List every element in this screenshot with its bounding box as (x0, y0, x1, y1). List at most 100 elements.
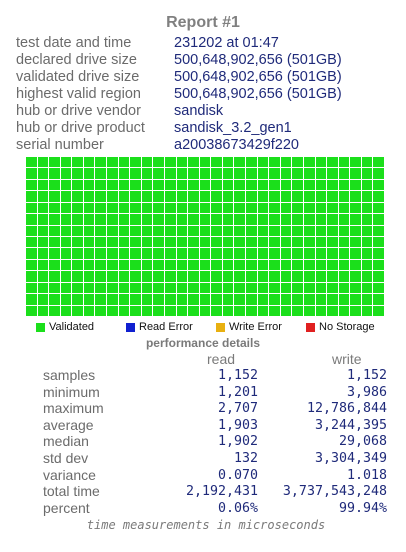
sector-cell (49, 237, 60, 248)
sector-cell (234, 305, 246, 316)
sector-cell (107, 237, 118, 248)
sector-cell (315, 157, 327, 168)
sector-cell (141, 191, 153, 202)
sector-cell (130, 214, 141, 225)
sector-cell (83, 237, 95, 248)
info-label: validated drive size (16, 69, 140, 85)
sector-cell (350, 294, 361, 305)
sector-cell (83, 202, 95, 214)
info-value: 500,648,902,656 (501GB) (174, 86, 342, 102)
sector-cell (269, 191, 280, 202)
sector-cell (118, 248, 130, 259)
sector-cell (60, 237, 72, 248)
performance-title: performance details (145, 336, 261, 350)
sector-cell (269, 305, 280, 316)
sector-cell (211, 214, 222, 225)
sector-cell (49, 305, 60, 316)
sector-cell (292, 225, 303, 236)
sector-cell (361, 248, 373, 259)
sector-cell (211, 294, 222, 305)
sector-cell (234, 191, 246, 202)
sector-cell (199, 157, 211, 168)
stat-read-value: 1,902 (217, 434, 258, 450)
sector-cell (60, 271, 72, 282)
read-column-header: read (207, 351, 236, 367)
info-row-product: hub or drive product sandisk_3.2_gen1 (16, 120, 342, 137)
sector-cell (222, 202, 234, 214)
sector-cell (222, 191, 234, 202)
sector-cell (257, 168, 269, 179)
sector-cell (361, 168, 373, 179)
sector-cell (246, 214, 257, 225)
sector-cell (338, 237, 350, 248)
sector-cell (269, 282, 280, 294)
sector-cell (373, 294, 384, 305)
sector-cell (141, 225, 153, 236)
info-row-declared-size: declared drive size 500,648,902,656 (501… (16, 52, 342, 69)
sector-cell (361, 271, 373, 282)
sector-cell (269, 237, 280, 248)
sector-cell (211, 282, 222, 294)
sector-cell (141, 248, 153, 259)
sector-cell (83, 294, 95, 305)
sector-cell (153, 225, 164, 236)
sector-cell (246, 248, 257, 259)
sector-cell (164, 202, 176, 214)
sector-cell (26, 157, 37, 168)
sector-cell (118, 225, 130, 236)
sector-cell (26, 294, 37, 305)
sector-cell (280, 248, 292, 259)
sector-cell (60, 282, 72, 294)
write-error-swatch-icon (216, 322, 225, 332)
sector-cell (164, 259, 176, 271)
sector-cell (361, 225, 373, 236)
sector-cell (107, 271, 118, 282)
sector-cell (315, 179, 327, 191)
no-storage-swatch-icon (306, 322, 315, 332)
sector-cell (222, 225, 234, 236)
sector-cell (315, 271, 327, 282)
stat-label: average (43, 416, 94, 433)
sector-cell (49, 294, 60, 305)
sector-cell (350, 191, 361, 202)
sector-cell (303, 168, 315, 179)
legend-label: Read Error (139, 321, 193, 333)
sector-cell (141, 179, 153, 191)
sector-cell (176, 237, 188, 248)
sector-cell (292, 214, 303, 225)
sector-cell (234, 168, 246, 179)
sector-cell (188, 259, 199, 271)
sector-cell (26, 259, 37, 271)
validated-swatch-icon (36, 322, 45, 332)
sector-cell (153, 305, 164, 316)
sector-cell (176, 168, 188, 179)
sector-cell (338, 294, 350, 305)
sector-cell (338, 191, 350, 202)
sector-cell (246, 282, 257, 294)
sector-cell (118, 179, 130, 191)
sector-cell (257, 282, 269, 294)
sector-cell (95, 282, 107, 294)
sector-cell (373, 237, 384, 248)
stat-label: samples (43, 367, 96, 383)
sector-cell (118, 282, 130, 294)
sector-cell (188, 305, 199, 316)
sector-cell (153, 179, 164, 191)
sector-cell (234, 259, 246, 271)
sector-cell (49, 259, 60, 271)
info-label: declared drive size (16, 52, 137, 68)
sector-cell (315, 202, 327, 214)
sector-cell (303, 282, 315, 294)
sector-cell (199, 271, 211, 282)
sector-cell (303, 248, 315, 259)
sector-cell (141, 305, 153, 316)
sector-cell (37, 305, 49, 316)
sector-cell (164, 168, 176, 179)
stat-row-median: median 1,902 29,068 (43, 433, 388, 450)
sector-cell (303, 294, 315, 305)
sector-cell (292, 248, 303, 259)
stat-write-value: 3,986 (346, 384, 387, 400)
sector-cell (246, 157, 257, 168)
legend-label: Validated (49, 321, 95, 333)
sector-cell (315, 259, 327, 271)
